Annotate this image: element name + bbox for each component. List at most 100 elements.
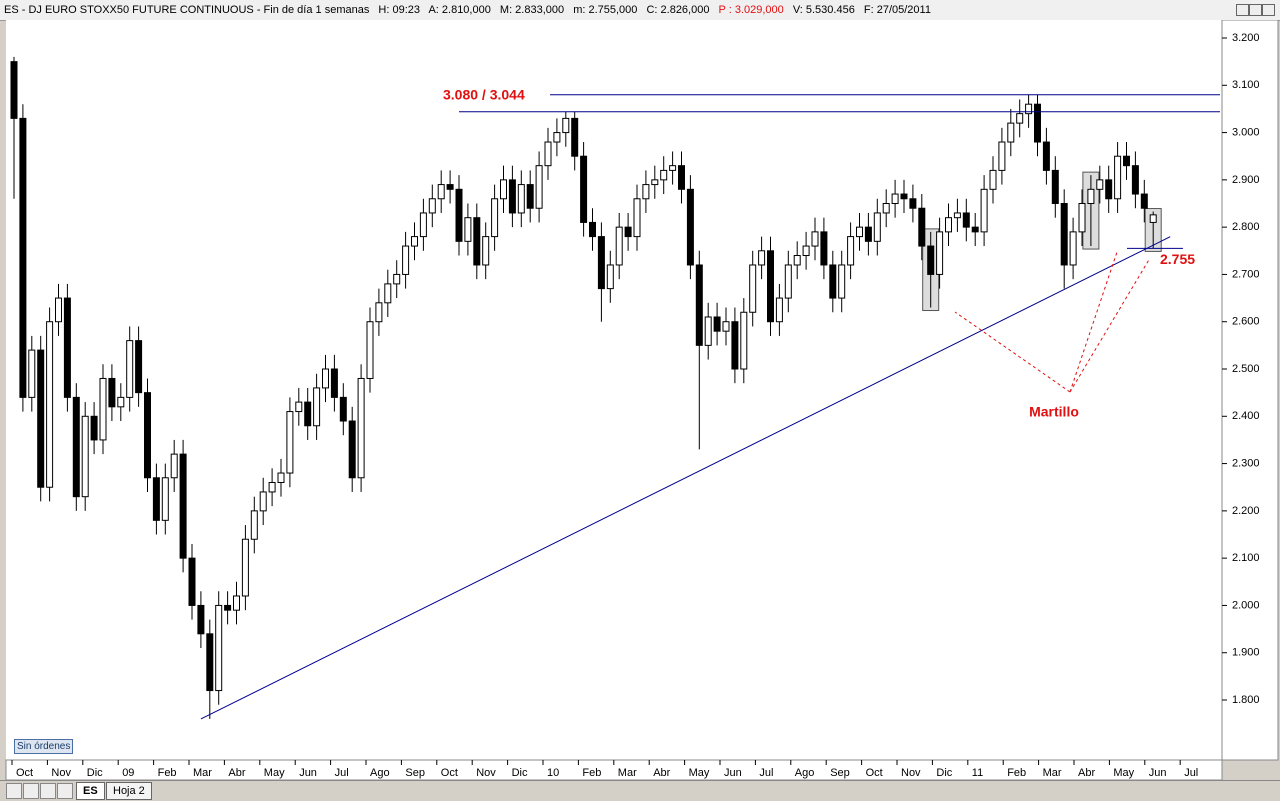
candle-body xyxy=(446,184,454,190)
x-tick-label: Ago xyxy=(370,767,390,779)
candle-body xyxy=(295,401,303,413)
candle-body xyxy=(731,321,739,370)
candle-body xyxy=(953,212,961,219)
candle-body xyxy=(1149,214,1157,223)
candle-body xyxy=(1016,113,1024,124)
high: M: 2.833,000 xyxy=(499,4,565,16)
x-tick-label: Dic xyxy=(512,767,528,779)
y-tick-label: 1.900 xyxy=(1232,647,1260,659)
close-button[interactable] xyxy=(1262,4,1275,16)
candle-body xyxy=(179,453,187,559)
candle-body xyxy=(535,165,543,209)
sheet-tab[interactable]: ES xyxy=(76,782,105,800)
candle-body xyxy=(411,236,418,247)
x-tick-label: May xyxy=(264,767,285,779)
candle-body xyxy=(695,264,703,346)
candle-body xyxy=(108,377,116,408)
candle-body xyxy=(927,245,935,275)
candle-body xyxy=(419,212,427,238)
candle-body xyxy=(758,250,766,266)
candle-body xyxy=(188,557,196,606)
orders-button[interactable]: Sin órdenes xyxy=(14,739,74,754)
candle-body xyxy=(10,61,18,119)
candle-body xyxy=(713,316,721,332)
x-tick-label: Sep xyxy=(405,767,425,779)
candle-body xyxy=(749,264,757,313)
candle-body xyxy=(1060,203,1068,266)
candle-body xyxy=(1087,188,1095,205)
candle-body xyxy=(135,340,143,394)
candle-body xyxy=(304,401,312,427)
candle-body xyxy=(55,297,62,323)
support-label: 2.755 xyxy=(1160,251,1195,267)
y-tick-label: 2.400 xyxy=(1232,410,1260,422)
x-tick-label: Sep xyxy=(830,767,850,779)
x-tick-label: Jul xyxy=(335,767,349,779)
x-tick-label: Feb xyxy=(158,767,177,779)
candle-body xyxy=(998,141,1006,171)
candle-body xyxy=(339,396,347,422)
candle-body xyxy=(206,633,214,692)
candle-body xyxy=(517,184,525,214)
candle-body xyxy=(126,340,134,398)
nav-next[interactable] xyxy=(40,783,56,799)
candle-body xyxy=(99,377,107,441)
x-tick-label: Jun xyxy=(1149,767,1167,779)
candle-body xyxy=(428,198,436,214)
candle-body xyxy=(197,604,205,635)
y-tick-label: 2.800 xyxy=(1232,221,1260,233)
candle-body xyxy=(322,368,329,389)
candle-body xyxy=(580,155,588,223)
low: m: 2.755,000 xyxy=(573,4,638,16)
x-tick-label: 09 xyxy=(122,767,134,779)
candle-body xyxy=(526,184,534,209)
candle-body xyxy=(259,491,267,512)
candle-body xyxy=(784,264,792,299)
candle-body xyxy=(918,207,926,247)
candle-body xyxy=(891,193,899,205)
open: A: 2.810,000 xyxy=(428,4,491,16)
prev: P : 3.029,000 xyxy=(718,4,784,16)
candle-body xyxy=(241,538,249,597)
x-tick-label: Mar xyxy=(193,767,212,779)
volume: V: 5.530.456 xyxy=(792,4,855,16)
candle-body xyxy=(464,217,472,242)
candle-body xyxy=(393,273,401,285)
y-tick-label: 3.100 xyxy=(1232,79,1260,91)
sheet-tab[interactable]: Hoja 2 xyxy=(106,782,152,800)
y-tick-label: 3.200 xyxy=(1232,32,1260,44)
candle-body xyxy=(384,283,392,304)
y-tick-label: 3.000 xyxy=(1232,126,1260,138)
candle-body xyxy=(144,392,151,479)
candle-body xyxy=(19,117,27,398)
candle-body xyxy=(90,415,98,441)
minimize-button[interactable] xyxy=(1236,4,1249,16)
candle-body xyxy=(651,179,659,186)
candle-body xyxy=(366,321,374,379)
candle-body xyxy=(455,188,463,242)
y-tick-label: 2.000 xyxy=(1232,599,1260,611)
nav-first[interactable] xyxy=(6,783,22,799)
candle-body xyxy=(375,302,383,323)
x-tick-label: Jul xyxy=(759,767,773,779)
candle-body xyxy=(81,415,89,498)
candle-body xyxy=(1105,179,1113,200)
candle-body xyxy=(1034,103,1041,143)
candle-body xyxy=(1114,155,1122,200)
nav-last[interactable] xyxy=(57,783,73,799)
candle-body xyxy=(313,387,321,427)
candle-body xyxy=(633,198,641,238)
x-tick-label: May xyxy=(1113,767,1134,779)
candle-body xyxy=(402,245,410,275)
candle-body xyxy=(847,236,855,266)
candle-body xyxy=(660,169,668,181)
annotation: Martillo xyxy=(1029,404,1079,420)
candle-body xyxy=(544,141,552,167)
candle-body xyxy=(37,349,45,488)
nav-prev[interactable] xyxy=(23,783,39,799)
candle-body xyxy=(357,377,365,479)
candle-body xyxy=(882,203,890,214)
candle-body xyxy=(330,368,338,398)
maximize-button[interactable] xyxy=(1249,4,1262,16)
candle-body xyxy=(971,226,979,233)
